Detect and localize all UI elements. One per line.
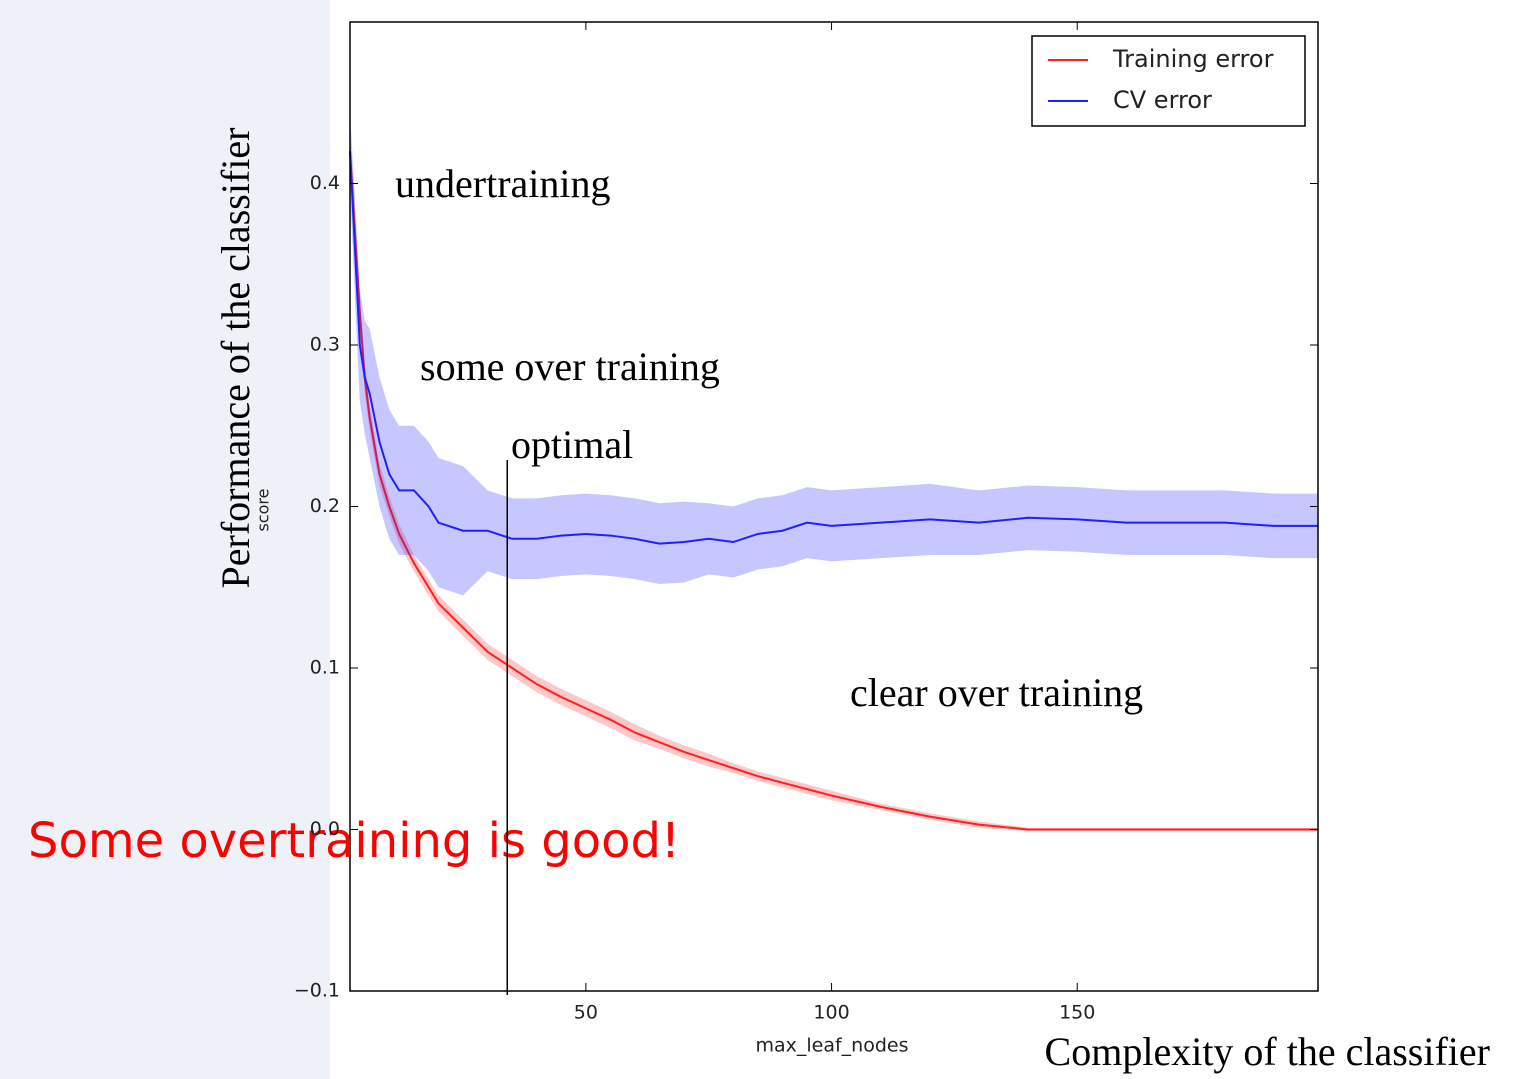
y-tick-label: 0.2 (310, 495, 340, 517)
annotation: clear over training (850, 670, 1143, 715)
line (349, 151, 1318, 545)
y-tick-label: 0.1 (310, 657, 340, 679)
outer-y-label: Performance of the classifier (213, 128, 258, 589)
annotation: undertraining (395, 161, 611, 206)
y-tick-label: 0.3 (310, 334, 340, 356)
x-tick-label: 150 (1059, 1002, 1095, 1024)
legend-label: Training error (1112, 45, 1274, 73)
annotation: optimal (511, 422, 633, 467)
x-tick-label: 100 (813, 1002, 849, 1024)
legend-box (1031, 35, 1306, 127)
y-tick-label: 0.4 (310, 172, 340, 194)
x-axis-label: max_leaf_nodes (755, 1035, 908, 1057)
x-tick-label: 50 (574, 1002, 598, 1024)
highlight-annotation: Some overtraining is good! (28, 813, 680, 869)
legend-label: CV error (1113, 86, 1212, 114)
annotation: some over training (420, 344, 720, 389)
y-axis-label: score (254, 489, 273, 532)
plot-area (349, 110, 1318, 832)
outer-x-label: Complexity of the classifier (1045, 1029, 1490, 1074)
y-tick-label: −0.1 (294, 980, 340, 1002)
y-tick-label: 0.0 (310, 818, 340, 840)
error-band (350, 110, 1318, 596)
line (349, 151, 1318, 831)
legend: Training error CV error (1031, 35, 1306, 127)
